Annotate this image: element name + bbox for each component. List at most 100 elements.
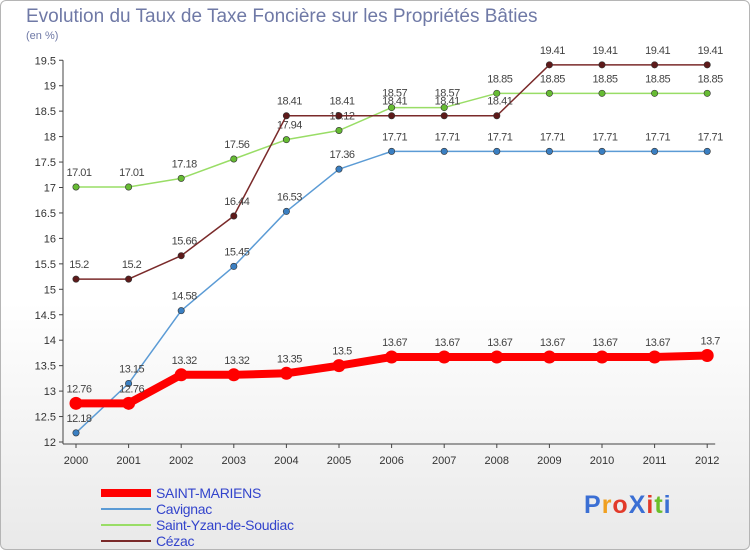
data-label-cezac: 18.41: [487, 96, 512, 108]
x-tick-label: 2009: [537, 455, 561, 467]
data-label-saint-mariens: 13.67: [435, 337, 460, 349]
data-label-cezac: 16.44: [224, 196, 249, 208]
y-tick-label: 13: [44, 386, 56, 398]
x-tick-label: 2002: [169, 455, 193, 467]
data-point-saint-yzan-de-soudiac: [440, 104, 448, 112]
y-tick-label: 14.5: [35, 310, 56, 322]
legend-label: Saint-Yzan-de-Soudiac: [156, 517, 294, 533]
data-label-cezac: 18.41: [435, 96, 460, 108]
data-label-saint-mariens: 13.67: [645, 337, 670, 349]
data-label-saint-yzan-de-soudiac: 17.94: [277, 120, 302, 132]
data-label-cavignac: 17.71: [645, 131, 670, 143]
data-label-cezac: 18.41: [329, 96, 354, 108]
data-label-cezac: 19.41: [540, 45, 565, 57]
data-label-saint-yzan-de-soudiac: 18.85: [487, 73, 512, 85]
data-point-cavignac: [230, 262, 238, 270]
y-tick-label: 12: [44, 437, 56, 449]
y-tick-label: 19: [44, 81, 56, 93]
logo-letter: o: [612, 491, 629, 519]
x-tick-label: 2004: [274, 455, 298, 467]
chart-title: Evolution du Taux de Taxe Foncière sur l…: [26, 6, 538, 27]
data-label-saint-yzan-de-soudiac: 17.56: [224, 139, 249, 151]
data-point-cezac: [388, 112, 396, 120]
data-label-saint-yzan-de-soudiac: 18.12: [329, 110, 354, 122]
x-tick-label: 2010: [590, 455, 614, 467]
x-tick-label: 2000: [64, 455, 88, 467]
y-tick-label: 18.5: [35, 106, 56, 118]
data-label-saint-mariens: 13.35: [277, 353, 302, 365]
data-point-saint-mariens: [227, 368, 241, 382]
x-tick-label: 2008: [485, 455, 509, 467]
data-label-cavignac: 14.58: [172, 291, 197, 303]
data-label-cavignac: 17.71: [698, 131, 723, 143]
data-point-saint-mariens: [648, 350, 662, 364]
data-point-saint-mariens: [332, 359, 346, 373]
data-point-saint-mariens: [542, 350, 556, 364]
data-label-cavignac: 17.71: [382, 131, 407, 143]
data-point-cavignac: [335, 165, 343, 173]
x-tick-label: 2011: [643, 455, 667, 467]
data-point-cezac: [177, 252, 185, 260]
data-point-cavignac: [651, 147, 659, 155]
y-tick-label: 15: [44, 284, 56, 296]
data-point-cezac: [72, 275, 80, 283]
data-point-saint-yzan-de-soudiac: [282, 136, 290, 144]
data-label-cavignac: 17.71: [592, 131, 617, 143]
data-label-cavignac: 15.45: [224, 246, 249, 258]
x-tick-label: 2003: [222, 455, 246, 467]
data-point-cavignac: [440, 147, 448, 155]
series-line-cavignac: [75, 150, 708, 434]
data-label-cavignac: 17.36: [329, 149, 354, 161]
data-label-cezac: 15.66: [172, 236, 197, 248]
logo-letter: P: [584, 491, 602, 519]
data-point-saint-yzan-de-soudiac: [230, 155, 238, 163]
data-point-saint-yzan-de-soudiac: [651, 89, 659, 97]
legend-swatch: [101, 540, 151, 542]
data-label-saint-yzan-de-soudiac: 18.57: [382, 88, 407, 100]
data-label-saint-yzan-de-soudiac: 17.01: [119, 167, 144, 179]
data-point-saint-yzan-de-soudiac: [177, 174, 185, 182]
data-point-saint-yzan-de-soudiac: [125, 183, 133, 191]
data-point-cezac: [545, 61, 553, 69]
data-point-cavignac: [282, 207, 290, 215]
y-tick-label: 16.5: [35, 208, 56, 220]
data-point-cavignac: [493, 147, 501, 155]
data-point-saint-yzan-de-soudiac: [493, 89, 501, 97]
data-point-cezac: [125, 275, 133, 283]
logo-letter: X: [628, 491, 647, 519]
proxiti-logo: ProXiti: [584, 491, 672, 520]
data-point-saint-yzan-de-soudiac: [598, 89, 606, 97]
y-tick-label: 15.5: [35, 259, 56, 271]
legend-swatch: [101, 489, 151, 497]
data-label-cavignac: 17.71: [435, 131, 460, 143]
data-point-saint-yzan-de-soudiac: [335, 126, 343, 134]
y-tick-label: 17: [44, 183, 56, 195]
data-point-cezac: [282, 112, 290, 120]
data-label-cezac: 19.41: [698, 45, 723, 57]
data-point-saint-yzan-de-soudiac: [545, 89, 553, 97]
data-point-saint-mariens: [122, 396, 136, 410]
x-tick-label: 2001: [116, 455, 140, 467]
y-tick-label: 13.5: [35, 361, 56, 373]
data-point-cavignac: [598, 147, 606, 155]
legend-label: Cavignac: [156, 501, 212, 517]
data-point-cavignac: [177, 307, 185, 315]
x-tick-label: 2005: [327, 455, 351, 467]
data-label-saint-mariens: 13.67: [382, 337, 407, 349]
data-label-saint-mariens: 13.67: [487, 337, 512, 349]
data-point-cavignac: [125, 379, 133, 387]
data-label-saint-yzan-de-soudiac: 17.18: [172, 158, 197, 170]
data-label-saint-yzan-de-soudiac: 18.85: [645, 73, 670, 85]
data-point-cezac: [651, 61, 659, 69]
x-tick-label: 2006: [379, 455, 403, 467]
data-label-saint-mariens: 12.76: [66, 383, 91, 395]
legend-swatch: [101, 524, 151, 526]
legend-swatch: [101, 508, 151, 510]
data-label-saint-mariens: 13.32: [224, 355, 249, 367]
data-point-cezac: [598, 61, 606, 69]
y-tick-label: 17.5: [35, 157, 56, 169]
data-point-cezac: [230, 212, 238, 220]
data-label-cezac: 15.2: [122, 259, 142, 271]
x-tick-label: 2007: [432, 455, 456, 467]
